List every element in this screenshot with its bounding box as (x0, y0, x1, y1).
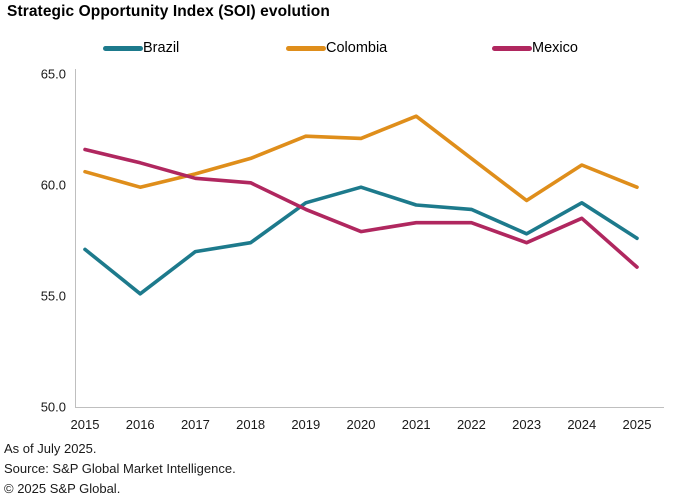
x-axis-label-2018: 2018 (236, 417, 265, 432)
mexico-legend-label: Mexico (532, 40, 578, 56)
y-axis-label-50.0: 50.0 (41, 400, 66, 415)
legend-item-brazil: Brazil (103, 38, 179, 58)
x-axis-label-2020: 2020 (347, 417, 376, 432)
y-axis-label-65.0: 65.0 (41, 67, 66, 82)
x-axis-label-2015: 2015 (71, 417, 100, 432)
brazil-legend-swatch (103, 45, 143, 51)
x-axis-label-2025: 2025 (623, 417, 652, 432)
x-axis-label-2022: 2022 (457, 417, 486, 432)
x-axis-label-2023: 2023 (512, 417, 541, 432)
series-line-mexico (83, 147, 639, 269)
colombia-legend-label: Colombia (326, 40, 388, 56)
x-axis-label-2016: 2016 (126, 417, 155, 432)
series-line-brazil (83, 185, 639, 296)
colombia-legend-swatch (286, 45, 326, 51)
line-chart-plot: 65.0 60.0 55.0 50.0 2015 2016 2017 2018 2019 2020… (41, 67, 664, 432)
source-note: Source: S&P Global Market Intelligence. (4, 461, 236, 476)
y-axis-label-60.0: 60.0 (41, 178, 66, 193)
brazil-legend-label: Brazil (143, 40, 180, 56)
mexico-legend-swatch (492, 45, 532, 51)
x-axis-label-2024: 2024 (567, 417, 596, 432)
as-of-note: As of July 2025. (4, 441, 97, 456)
legend-item-mexico: Mexico (492, 38, 578, 58)
chart-legend: Brazil Colombia Mexico (0, 38, 682, 58)
x-axis-label-2017: 2017 (181, 417, 210, 432)
y-axis-label-55.0: 55.0 (41, 289, 66, 304)
copyright-note: © 2025 S&P Global. (4, 481, 121, 496)
axis-lines (74, 69, 664, 409)
x-axis-label-2019: 2019 (291, 417, 320, 432)
footnotes: As of July 2025. Source: S&P Global Mark… (4, 439, 236, 499)
legend-item-colombia: Colombia (286, 38, 387, 58)
series-line-colombia (83, 114, 639, 203)
x-axis-label-2021: 2021 (402, 417, 431, 432)
chart-title: Strategic Opportunity Index (SOI) evolut… (7, 3, 330, 20)
